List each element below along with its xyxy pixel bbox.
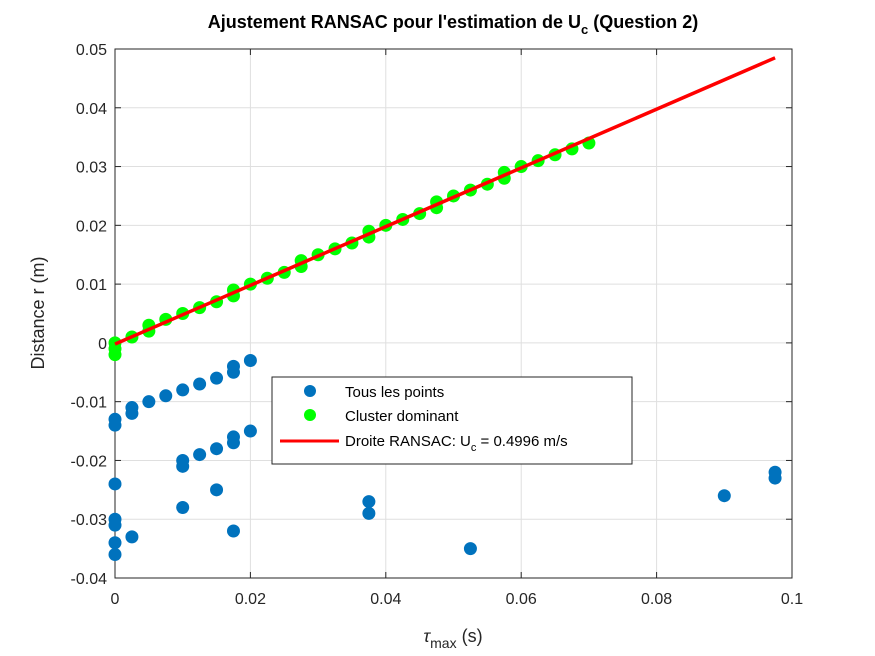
y-tick-label: 0.04 [76,101,107,118]
all-points-marker [108,547,122,561]
chart-title: Ajustement RANSAC pour l'estimation de U… [208,12,699,37]
all-points-marker [717,489,731,503]
legend-label-all-points: Tous les points [345,384,444,401]
x-tick-label: 0.1 [781,591,803,608]
legend-marker-dominant-cluster [304,409,316,421]
y-tick-label: -0.03 [71,512,108,529]
legend-label-dominant-cluster: Cluster dominant [345,408,459,425]
y-tick-label: 0.01 [76,277,107,294]
x-tick-label: 0.02 [235,591,266,608]
all-points-marker [125,530,139,544]
axes-box [114,48,793,579]
all-points-marker [108,477,122,491]
x-tick-label: 0.06 [506,591,537,608]
y-tick-label: -0.04 [71,571,108,588]
series-ransac-line [114,56,776,346]
all-points-marker [226,365,240,379]
y-tick-label: 0.02 [76,218,107,235]
all-points-marker [226,524,240,538]
all-points-marker [210,483,224,497]
y-tick-label: 0.05 [76,42,107,59]
y-axis-label: Distance r (m) [28,256,48,369]
grid [114,48,793,579]
legend-marker-all-points [304,385,316,397]
all-points-marker [176,500,190,514]
x-tick-label: 0 [111,591,120,608]
x-tick-label: 0.08 [641,591,672,608]
all-points-marker [243,424,257,438]
ransac-fit-line [114,56,776,346]
all-points-marker [210,442,224,456]
x-ticks: 0 0.02 0.04 0.06 0.08 0.1 [111,49,803,608]
series-all-points [108,354,782,561]
y-tick-label: 0.03 [76,160,107,177]
all-points-marker [362,506,376,520]
series-dominant-cluster [108,136,596,362]
all-points-marker [463,542,477,556]
all-points-marker [226,436,240,450]
all-points-marker [210,371,224,385]
all-points-marker [176,383,190,397]
all-points-marker [176,459,190,473]
legend-label-ransac-line: Droite RANSAC: Uc = 0.4996 m/s [345,433,568,454]
legend-box [271,376,633,465]
x-tick-label: 0.04 [370,591,401,608]
y-tick-label: 0 [98,336,107,353]
all-points-marker [159,389,173,403]
all-points-marker [768,471,782,485]
y-ticks: -0.04 -0.03 -0.02 -0.01 0 0.01 0.02 0.03 0.04 0.0… [71,42,792,588]
all-points-marker [108,418,122,432]
all-points-marker [125,406,139,420]
all-points-marker [193,448,207,462]
all-points-marker [193,377,207,391]
legend: Tous les points Cluster dominant Droite … [271,376,633,465]
all-points-marker [142,395,156,409]
all-points-marker [362,495,376,509]
x-axis-label: τmax (s) [423,626,482,651]
all-points-marker [108,536,122,550]
cluster-point-marker [108,348,122,362]
all-points-marker [108,518,122,532]
y-tick-label: -0.02 [71,453,108,470]
all-points-marker [243,354,257,368]
y-tick-label: -0.01 [71,395,108,412]
